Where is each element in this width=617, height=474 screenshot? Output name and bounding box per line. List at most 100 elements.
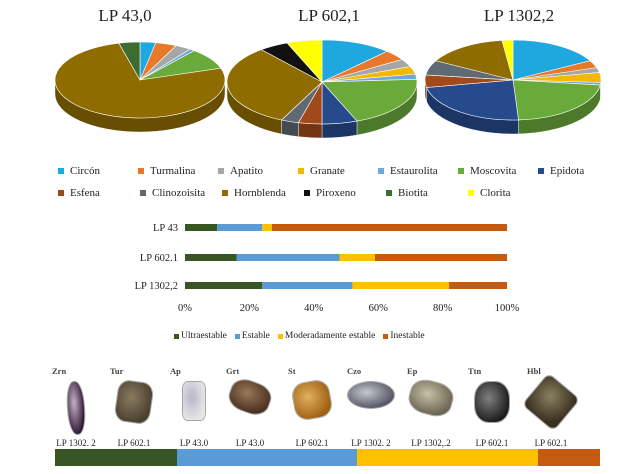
grain-photo: Ttn (462, 366, 522, 422)
stability-legend: Ultraestable Estable Moderadamente estable… (174, 331, 425, 341)
pie-title-lp1302: LP 1302,2 (483, 6, 555, 25)
bar-segment (271, 224, 507, 231)
legend-label: Estable (241, 331, 270, 341)
pie-slice (321, 39, 388, 83)
legend-swatch (304, 190, 310, 196)
legend-swatch (298, 168, 304, 174)
legend-label: Clinozoisita (152, 187, 206, 199)
pie-slice (512, 39, 591, 81)
stability-color-segment (55, 449, 177, 466)
grain-sample-label: LP 43.0 (235, 438, 265, 448)
legend-swatch (386, 190, 392, 196)
grain-abbreviation: Ep (407, 366, 418, 376)
grain-abbreviation: Hbl (527, 366, 541, 376)
stability-color-segment (177, 449, 357, 466)
bar-segment (339, 254, 375, 261)
grain-photo: Hbl (521, 366, 581, 431)
grain-image (291, 379, 333, 421)
pie-chart (424, 39, 602, 135)
legend-swatch (234, 333, 240, 339)
legend-label: Clorita (480, 187, 511, 199)
grain-image (226, 376, 274, 418)
bar-segment (185, 282, 263, 289)
bar-segment (449, 282, 507, 289)
x-tick-label: 0% (178, 303, 192, 314)
mineral-legend: Circón Turmalina Apatito Granate Estaurolita… (58, 160, 617, 204)
stability-legend-item: Estable (234, 331, 270, 341)
pie-title-lp602: LP 602,1 (298, 6, 360, 25)
grain-sample-label: LP 1302. 2 (56, 438, 96, 448)
pie-slice (426, 79, 519, 121)
grain-image (348, 382, 394, 408)
stability-color-segment (538, 449, 600, 466)
grain-photo: Ap (164, 366, 224, 420)
grain-photo: Czo (341, 366, 401, 408)
mineral-legend-row: Esfena Clinozoisita Hornblenda Piroxeno Biot… (58, 182, 617, 204)
legend-swatch (538, 168, 544, 174)
grain-sample-label: LP 1302,.2 (411, 438, 451, 448)
legend-label: Granate (310, 165, 345, 177)
grain-image (406, 377, 456, 419)
x-tick-label: 60% (369, 303, 389, 314)
stability-legend-item: Inestable (383, 331, 425, 341)
grain-abbreviation: Czo (347, 366, 362, 376)
grain-sample-label: LP 602.1 (534, 438, 568, 448)
pie-slice (435, 40, 514, 81)
legend-item: Estaurolita (378, 165, 458, 177)
legend-label: Esfena (70, 187, 100, 199)
legend-item: Piroxeno (304, 187, 386, 199)
legend-item: Circón (58, 165, 138, 177)
legend-item: Hornblenda (222, 187, 304, 199)
legend-label: Epidota (550, 165, 585, 177)
legend-label: Inestable (390, 331, 425, 341)
legend-label: Hornblenda (234, 187, 286, 199)
legend-swatch (138, 168, 144, 174)
legend-label: Apatito (230, 165, 263, 177)
grain-image (475, 382, 509, 422)
pie-slice (321, 79, 418, 122)
grain-photo: Tur (104, 366, 164, 425)
bar-segment (374, 254, 507, 261)
legend-item: Apatito (218, 165, 298, 177)
legend-item: Esfena (58, 187, 140, 199)
bar-segment (352, 282, 450, 289)
legend-swatch (383, 333, 389, 339)
bar-segment (262, 282, 353, 289)
legend-item: Moscovita (458, 165, 538, 177)
legend-label: Piroxeno (316, 187, 356, 199)
grain-image (183, 382, 205, 420)
legend-label: Circón (70, 165, 100, 177)
grain-photo: Ep (401, 366, 461, 419)
pie-slice (226, 49, 323, 121)
stability-legend-item: Moderadamente estable (277, 331, 376, 341)
legend-swatch (58, 190, 64, 196)
legend-label: Moscovita (470, 165, 517, 177)
pie-slice (54, 42, 226, 119)
legend-swatch (277, 333, 283, 339)
bar-segment (217, 224, 263, 231)
stability-stacked-bar-chart: LP 43 LP 602.1 LP 1302,20% 20% 40% 60% 80% 100% (135, 223, 520, 314)
bar-segment (185, 224, 218, 231)
x-tick-label: 40% (304, 303, 324, 314)
x-tick-label: 80% (433, 303, 453, 314)
y-tick-label: LP 602.1 (140, 253, 178, 264)
grain-sample-label: LP 43.0 (179, 438, 209, 448)
pie-slice (118, 41, 141, 82)
legend-swatch (378, 168, 384, 174)
grain-abbreviation: St (288, 366, 296, 376)
pie-title-lp43: LP 43,0 (98, 6, 152, 25)
x-tick-label: 100% (495, 303, 520, 314)
stability-color-segment (357, 449, 538, 466)
bar-segment (185, 254, 237, 261)
grain-photo: Zrn (46, 366, 106, 435)
x-tick-label: 20% (240, 303, 260, 314)
legend-label: Biotita (398, 187, 428, 199)
legend-label: Moderadamente estable (284, 331, 376, 341)
grain-sample-label: LP 602.1 (475, 438, 509, 448)
y-tick-label: LP 1302,2 (135, 281, 178, 292)
pie-slice (501, 39, 514, 81)
legend-item: Turmalina (138, 165, 218, 177)
legend-swatch (174, 333, 179, 339)
pie-chart (54, 41, 226, 133)
grain-photo: Grt (220, 366, 280, 418)
